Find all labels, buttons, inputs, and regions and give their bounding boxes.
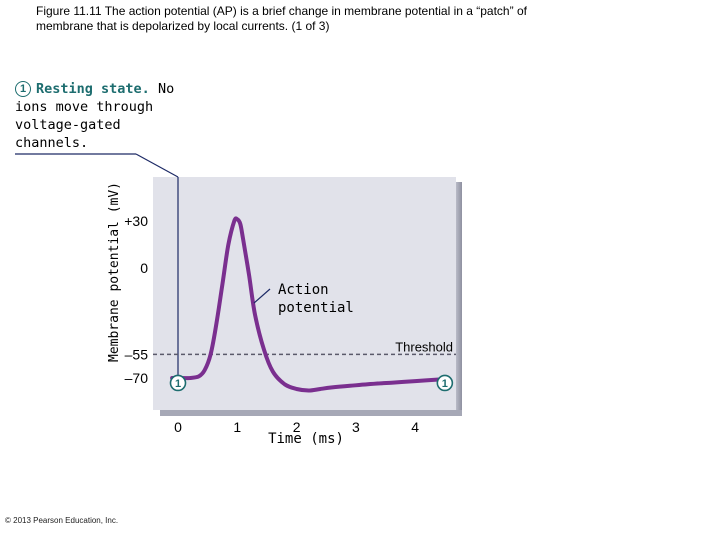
y-tick-labels: +30 0 –55 –70 [124, 213, 148, 386]
y-tick-label: –70 [125, 370, 149, 386]
stage-number-badge: 1 [15, 81, 31, 97]
annotation-action: Action [278, 282, 329, 298]
x-tick-label: 4 [411, 419, 419, 435]
stage-title: Resting state. [36, 81, 150, 97]
x-tick-label: 2 [293, 419, 301, 435]
threshold-label: Threshold [395, 339, 453, 354]
stage-marker-label: 1 [175, 378, 181, 390]
y-axis-label: Membrane potential (mV) [107, 182, 122, 362]
stage-pointer-diagonal [135, 153, 179, 178]
annotation-potential: potential [278, 300, 354, 316]
x-tick-labels: 0 1 2 3 4 [174, 419, 419, 435]
resting-state-label: 1 Resting state. No ions move through vol… [15, 80, 185, 152]
stage-marker-circle [169, 374, 187, 392]
y-tick-label: +30 [124, 213, 148, 229]
stage-marker-label: 1 [442, 378, 448, 390]
caption-line-1: Figure 11.11 The action potential (AP) i… [36, 4, 527, 18]
x-tick-label: 3 [352, 419, 360, 435]
figure-caption: Figure 11.11 The action potential (AP) i… [36, 4, 656, 34]
annotation-leader-line [253, 288, 271, 304]
x-tick-label: 1 [233, 419, 241, 435]
x-axis-label: Time (ms) [268, 431, 344, 447]
plot-shadow [456, 182, 462, 416]
copyright-notice: © 2013 Pearson Education, Inc. [5, 516, 119, 525]
action-potential-curve [170, 216, 441, 393]
stage-text-rest: ions move through voltage-gated channels… [15, 99, 154, 151]
stage-text-first: No [157, 81, 175, 97]
caption-line-2: membrane that is depolarized by local cu… [36, 19, 330, 33]
x-tick-label: 0 [174, 419, 182, 435]
stage-marker-circle [436, 374, 454, 392]
plot-shadow-bottom [160, 410, 462, 416]
y-tick-label: –55 [125, 346, 149, 362]
y-tick-label: 0 [140, 260, 148, 276]
